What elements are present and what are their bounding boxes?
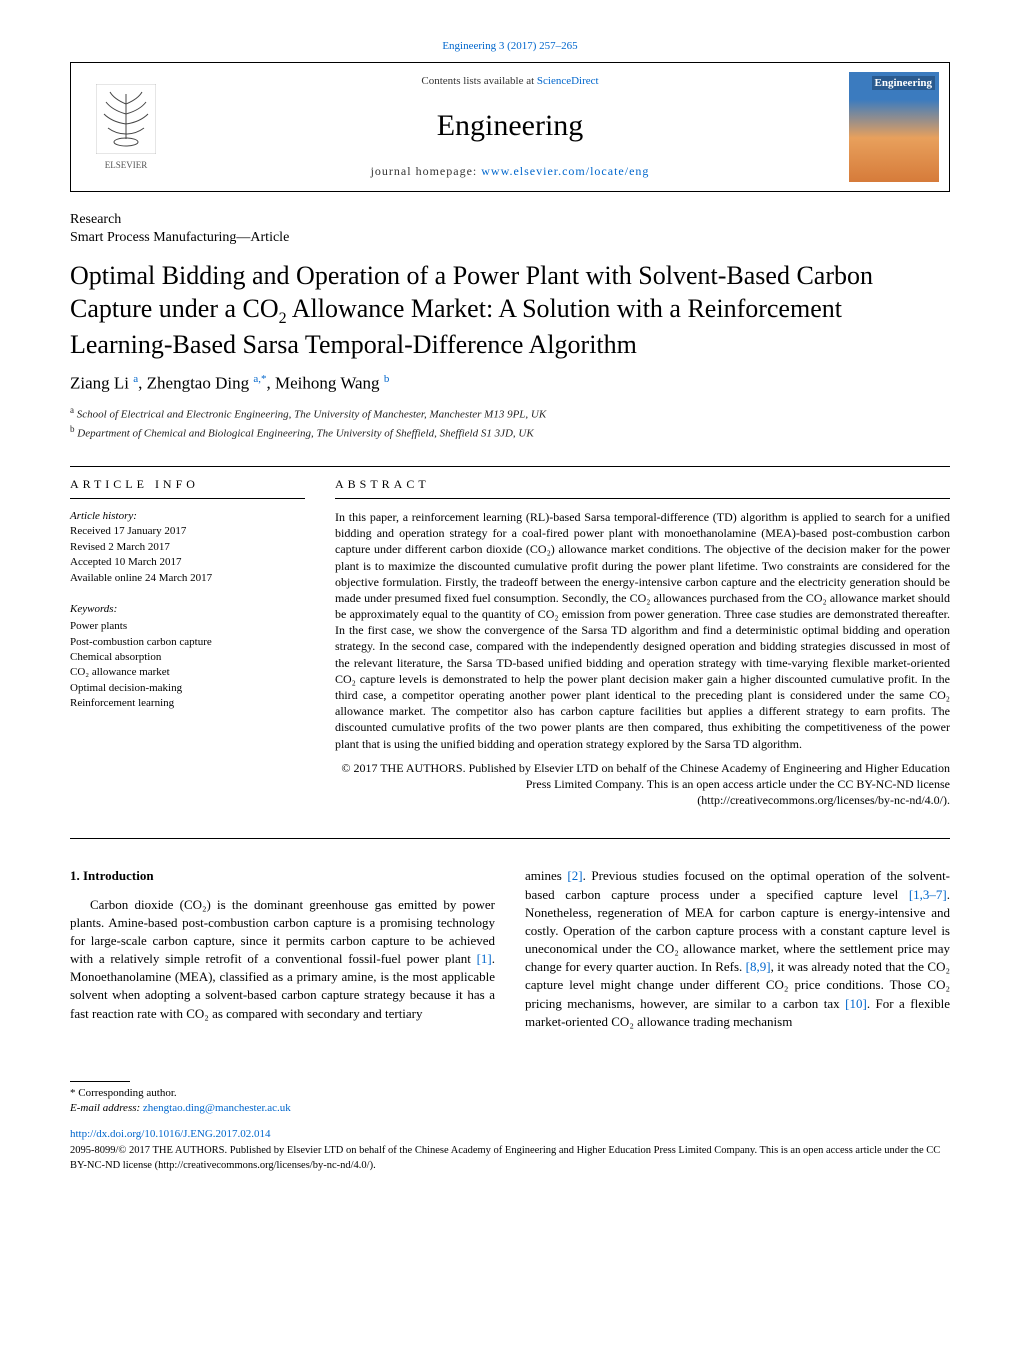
author-2: Zhengtao Ding: [147, 374, 249, 393]
corresponding-note: * Corresponding author.: [70, 1086, 950, 1101]
info-abstract-row: article info Article history: Received 1…: [70, 466, 950, 808]
cover-label: Engineering: [872, 76, 935, 90]
keyword-item: CO₂ allowance market: [70, 665, 305, 680]
article-type: Research: [70, 212, 950, 228]
contents-prefix: Contents lists available at: [421, 75, 536, 87]
elsevier-logo: ELSEVIER: [96, 84, 156, 170]
journal-cover-thumb: Engineering: [849, 72, 939, 182]
body-column-right: amines [2]. Previous studies focused on …: [525, 867, 950, 1031]
keyword-item: Chemical absorption: [70, 650, 305, 665]
divider: [70, 838, 950, 839]
history-accepted: Accepted 10 March 2017: [70, 555, 305, 570]
author-1-sup: a: [133, 373, 138, 385]
intro-heading: 1. Introduction: [70, 867, 495, 885]
title-subscript: 2: [279, 310, 287, 327]
email-link[interactable]: zhengtao.ding@manchester.ac.uk: [143, 1102, 291, 1114]
intro-text: Carbon dioxide (CO₂) is the dominant gre…: [70, 897, 495, 967]
footer-rule: [70, 1081, 130, 1082]
keyword-item: Optimal decision-making: [70, 681, 305, 696]
abstract-column: abstract In this paper, a reinforcement …: [335, 467, 950, 808]
history-received: Received 17 January 2017: [70, 524, 305, 539]
page-container: Engineering 3 (2017) 257–265 ELSEVIER Co…: [0, 0, 1020, 1224]
ref-link[interactable]: [2]: [567, 868, 582, 883]
journal-header: ELSEVIER Contents lists available at Sci…: [70, 62, 950, 192]
doi-link[interactable]: http://dx.doi.org/10.1016/J.ENG.2017.02.…: [70, 1127, 950, 1142]
keyword-item: Reinforcement learning: [70, 696, 305, 711]
contents-line: Contents lists available at ScienceDirec…: [191, 75, 829, 87]
history-revised: Revised 2 March 2017: [70, 540, 305, 555]
keywords-label: Keywords:: [70, 602, 305, 617]
author-3: Meihong Wang: [275, 374, 380, 393]
article-info-header: article info: [70, 467, 305, 499]
affiliation-b: b Department of Chemical and Biological …: [70, 423, 950, 442]
email-line: E-mail address: zhengtao.ding@manchester…: [70, 1101, 950, 1116]
intro-para-1: Carbon dioxide (CO₂) is the dominant gre…: [70, 896, 495, 1023]
abstract-text: In this paper, a reinforcement learning …: [335, 509, 950, 752]
article-history: Article history: Received 17 January 201…: [70, 509, 305, 586]
issue-link[interactable]: Engineering 3 (2017) 257–265: [70, 40, 950, 52]
header-center: Contents lists available at ScienceDirec…: [181, 63, 839, 191]
affiliation-a: a School of Electrical and Electronic En…: [70, 404, 950, 423]
copyright-text: © 2017 THE AUTHORS. Published by Elsevie…: [335, 760, 950, 809]
ref-link[interactable]: [8,9]: [746, 959, 771, 974]
elsevier-label: ELSEVIER: [96, 160, 156, 170]
history-online: Available online 24 March 2017: [70, 571, 305, 586]
affiliation-b-text: Department of Chemical and Biological En…: [77, 428, 533, 440]
issn-line: 2095-8099/© 2017 THE AUTHORS. Published …: [70, 1144, 950, 1173]
keyword-item: Power plants: [70, 619, 305, 634]
article-subtype: Smart Process Manufacturing—Article: [70, 230, 950, 246]
author-2-sup: a,*: [253, 373, 266, 385]
author-3-sup: b: [384, 373, 390, 385]
homepage-link[interactable]: www.elsevier.com/locate/eng: [481, 164, 649, 178]
footer-block: * Corresponding author. E-mail address: …: [70, 1081, 950, 1174]
authors-line: Ziang Li a, Zhengtao Ding a,*, Meihong W…: [70, 373, 950, 394]
intro-para-2: amines [2]. Previous studies focused on …: [525, 867, 950, 1031]
ref-link[interactable]: [1]: [477, 951, 492, 966]
ref-link[interactable]: [1,3–7]: [909, 887, 947, 902]
journal-name: Engineering: [191, 109, 829, 143]
body-column-left: 1. Introduction Carbon dioxide (CO₂) is …: [70, 867, 495, 1031]
cover-thumb-box: Engineering: [839, 63, 949, 191]
intro-text: amines: [525, 868, 567, 883]
affiliations: a School of Electrical and Electronic En…: [70, 404, 950, 442]
elsevier-tree-icon: [96, 84, 156, 154]
history-label: Article history:: [70, 509, 305, 524]
article-info-column: article info Article history: Received 1…: [70, 467, 305, 808]
keywords-block: Keywords: Power plants Post-combustion c…: [70, 602, 305, 712]
publisher-logo-box: ELSEVIER: [71, 63, 181, 191]
affiliation-a-text: School of Electrical and Electronic Engi…: [77, 409, 546, 421]
email-label: E-mail address:: [70, 1102, 143, 1114]
homepage-line: journal homepage: www.elsevier.com/locat…: [191, 164, 829, 179]
keyword-item: Post-combustion carbon capture: [70, 635, 305, 650]
intro-text: . Previous studies focused on the optima…: [525, 868, 950, 901]
sciencedirect-link[interactable]: ScienceDirect: [537, 75, 599, 87]
body-columns: 1. Introduction Carbon dioxide (CO₂) is …: [70, 867, 950, 1031]
abstract-header: abstract: [335, 467, 950, 499]
homepage-prefix: journal homepage:: [371, 164, 482, 178]
article-title: Optimal Bidding and Operation of a Power…: [70, 260, 950, 361]
ref-link[interactable]: [10]: [845, 996, 867, 1011]
author-1: Ziang Li: [70, 374, 129, 393]
